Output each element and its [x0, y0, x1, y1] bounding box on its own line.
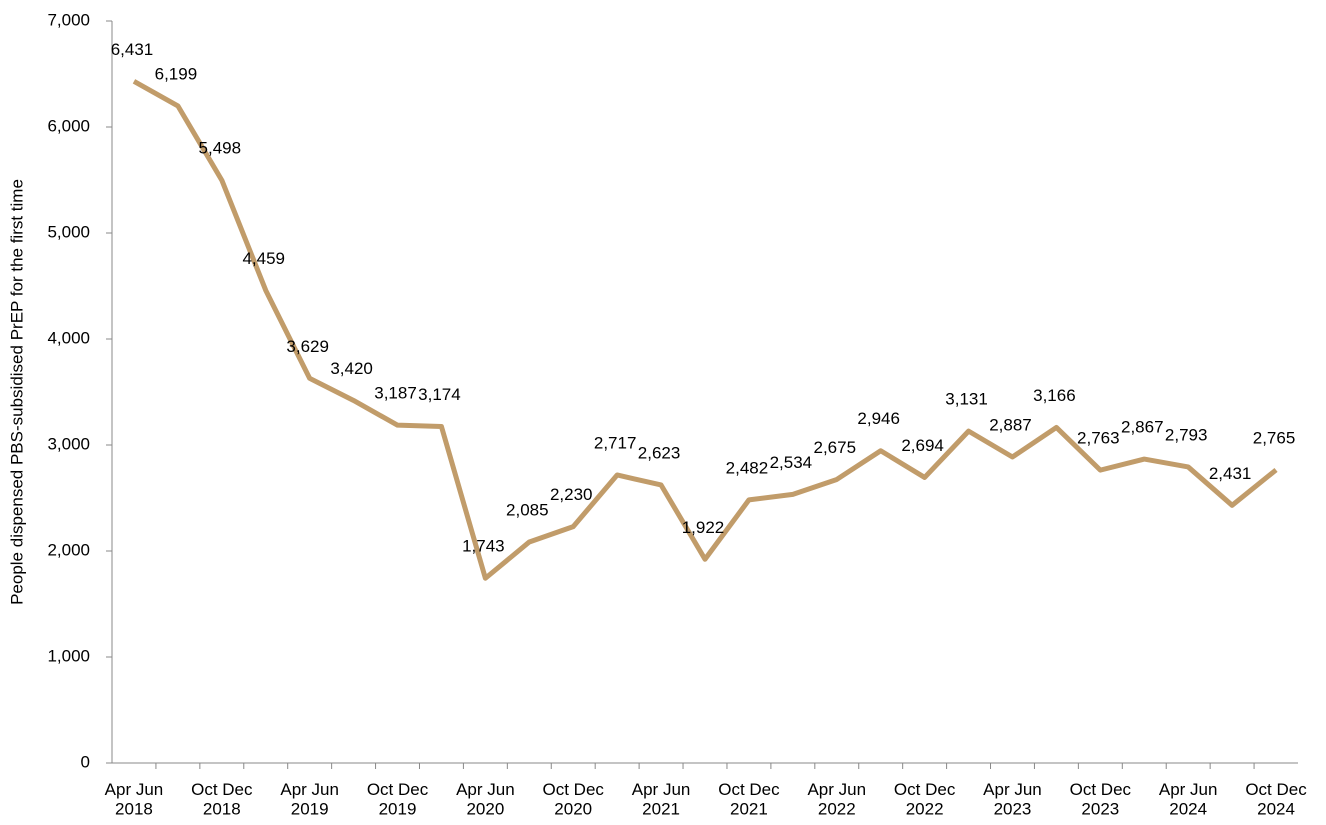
- data-label: 3,166: [1033, 386, 1076, 405]
- data-label: 2,534: [770, 453, 813, 472]
- x-tick-label: Apr Jun 2022: [807, 780, 866, 819]
- data-label: 2,085: [506, 500, 549, 519]
- y-tick-label: 3,000: [47, 434, 90, 453]
- data-label: 3,174: [418, 385, 461, 404]
- y-tick-label: 1,000: [47, 646, 90, 665]
- data-label: 2,793: [1165, 425, 1208, 444]
- data-label: 2,763: [1077, 429, 1120, 448]
- data-label: 2,867: [1121, 418, 1164, 437]
- data-label: 3,420: [330, 359, 373, 378]
- x-tick-label: Apr Jun 2019: [280, 780, 339, 819]
- data-label: 2,765: [1253, 428, 1296, 447]
- data-label: 2,431: [1209, 464, 1252, 483]
- data-label: 6,431: [111, 40, 154, 59]
- data-label: 3,629: [286, 337, 329, 356]
- data-line: [132, 79, 1278, 581]
- x-tick-label: Apr Jun 2023: [983, 780, 1042, 819]
- x-tick-label: Oct Dec 2020: [543, 780, 605, 819]
- data-label: 4,459: [242, 249, 285, 268]
- x-tick-label: Oct Dec 2023: [1070, 780, 1132, 819]
- data-label: 1,743: [462, 537, 505, 556]
- y-axis-title: People dispensed PBS-subsidised PrEP for…: [7, 179, 26, 605]
- data-label: 2,717: [594, 433, 637, 452]
- data-label: 2,623: [638, 443, 681, 462]
- y-tick-label: 2,000: [47, 540, 90, 559]
- data-label: 2,482: [726, 458, 769, 477]
- y-tick-label: 4,000: [47, 328, 90, 347]
- data-label: 2,887: [989, 415, 1032, 434]
- data-label: 2,694: [901, 436, 944, 455]
- x-tick-label: Oct Dec 2024: [1245, 780, 1307, 819]
- y-tick-label: 7,000: [47, 10, 90, 29]
- y-tick-label: 6,000: [47, 116, 90, 135]
- x-tick-label: Apr Jun 2021: [632, 780, 691, 819]
- x-tick-label: Apr Jun 2024: [1159, 780, 1218, 819]
- data-label: 2,946: [857, 409, 900, 428]
- x-tick-label: Oct Dec 2021: [718, 780, 780, 819]
- x-tick-label: Oct Dec 2018: [191, 780, 253, 819]
- y-tick-label: 0: [81, 752, 90, 771]
- data-label: 3,131: [945, 390, 988, 409]
- data-label: 2,675: [814, 438, 857, 457]
- data-label: 1,922: [682, 518, 725, 537]
- x-tick-label: Oct Dec 2022: [894, 780, 956, 819]
- x-tick-label: Apr Jun 2018: [105, 780, 164, 819]
- data-label: 2,230: [550, 485, 593, 504]
- data-label: 5,498: [199, 139, 242, 158]
- data-label: 3,187: [374, 384, 417, 403]
- y-tick-label: 5,000: [47, 222, 90, 241]
- x-tick-label: Oct Dec 2019: [367, 780, 429, 819]
- data-label: 6,199: [155, 64, 198, 83]
- x-tick-label: Apr Jun 2020: [456, 780, 515, 819]
